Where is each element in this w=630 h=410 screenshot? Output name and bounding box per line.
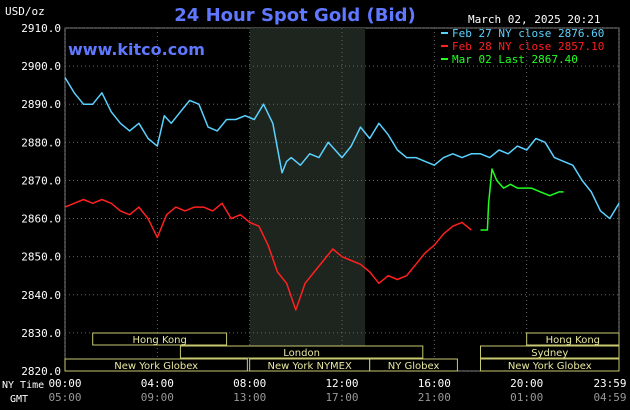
market-band-label: Hong Kong: [132, 335, 186, 346]
market-band: [480, 345, 620, 359]
x-tick-label-ny: 08:00: [233, 377, 266, 390]
gmt-row-label: GMT: [10, 394, 28, 405]
market-band: [179, 345, 424, 359]
x-tick-label-gmt: 17:00: [325, 391, 358, 404]
y-tick-label: 2830.0: [21, 327, 61, 340]
y-axis: 2910.0 2900.0 2890.0 2880.0 2870.0 2860.0 2850…: [21, 22, 61, 378]
y-tick-label: 2880.0: [21, 136, 61, 149]
x-tick-label-ny: 00:00: [48, 377, 81, 390]
chart-title: 24 Hour Spot Gold (Bid): [174, 5, 415, 26]
y-tick-label: 2900.0: [21, 60, 61, 73]
market-band: [92, 332, 228, 346]
x-tick-label-ny: 16:00: [418, 377, 451, 390]
date-label: March 02, 2025 20:21: [468, 13, 600, 26]
x-tick-label-ny: 20:00: [510, 377, 543, 390]
x-tick-label-gmt: 13:00: [233, 391, 266, 404]
y-tick-label: 2870.0: [21, 174, 61, 187]
x-tick-label-gmt: 09:00: [141, 391, 174, 404]
market-band: [369, 358, 458, 372]
market-band-label: New York Globex: [508, 361, 592, 372]
market-band: [480, 358, 620, 372]
y-tick-label: 2820.0: [21, 365, 61, 378]
legend-entry: Feb 28 NY close 2857.10: [452, 40, 604, 53]
nymex-shaded-region: [249, 28, 366, 371]
market-band-label: Hong Kong: [546, 335, 600, 346]
market-band-label: New York Globex: [114, 361, 198, 372]
x-tick-label-ny: 23:59: [593, 377, 626, 390]
ny-time-row-label: NY Time: [2, 380, 44, 391]
y-tick-label: 2890.0: [21, 98, 61, 111]
legend-entry: Feb 27 NY close 2876.60: [452, 27, 604, 40]
x-tick-label-ny: 12:00: [325, 377, 358, 390]
price-lines: [64, 77, 620, 311]
site-url[interactable]: www.kitco.com: [68, 40, 205, 59]
x-tick-label-gmt: 05:00: [48, 391, 81, 404]
x-tick-label-ny: 04:00: [141, 377, 174, 390]
legend-entry: Mar 02 Last 2867.40: [452, 53, 578, 66]
series-line: [480, 168, 564, 231]
series-line: [64, 77, 620, 220]
y-tick-label: 2840.0: [21, 289, 61, 302]
y-tick-label: 2910.0: [21, 22, 61, 35]
x-tick-label-gmt: 01:00: [510, 391, 543, 404]
y-tick-label: 2850.0: [21, 251, 61, 264]
market-band-label: Sydney: [531, 348, 568, 359]
market-bands: Hong Kong London New York Globex New York N…: [64, 332, 620, 372]
series-line: [64, 198, 472, 311]
market-band-label: NY Globex: [388, 361, 440, 372]
y-tick-label: 2860.0: [21, 213, 61, 226]
x-tick-label-gmt: 21:00: [418, 391, 451, 404]
market-band-label: New York NYMEX: [268, 361, 353, 372]
plot-area: [64, 27, 620, 372]
x-tick-label-gmt: 04:59: [593, 391, 626, 404]
y-unit-label: USD/oz: [5, 5, 45, 18]
market-band: [526, 332, 620, 346]
market-band-label: London: [283, 348, 320, 359]
market-band: [64, 358, 248, 372]
